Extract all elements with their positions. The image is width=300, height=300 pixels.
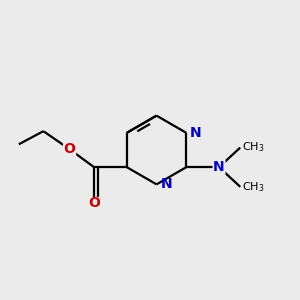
Text: CH$_3$: CH$_3$ bbox=[242, 141, 264, 154]
Text: CH$_3$: CH$_3$ bbox=[242, 180, 264, 194]
Text: O: O bbox=[64, 142, 76, 156]
Text: N: N bbox=[213, 160, 225, 174]
Text: N: N bbox=[160, 177, 172, 191]
Text: O: O bbox=[88, 196, 100, 209]
Text: N: N bbox=[190, 126, 202, 140]
